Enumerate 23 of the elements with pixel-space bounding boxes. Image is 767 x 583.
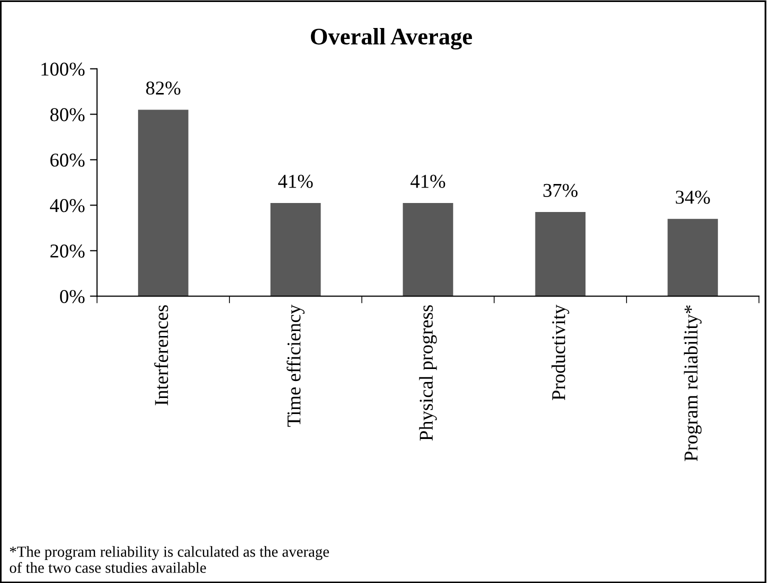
bar	[270, 202, 321, 296]
bar	[535, 212, 586, 296]
y-tick-label: 0%	[60, 290, 85, 304]
x-tick-label: Interferences	[154, 305, 168, 406]
bar	[668, 218, 718, 296]
text: *The program reliability is calculated as the average of the two case studies available	[10, 546, 329, 573]
y-tick-label: 80%	[50, 108, 85, 122]
y-tick-label: 40%	[50, 199, 85, 212]
x-tick-label: Productivity	[552, 304, 570, 400]
y-tick-label: 20%	[50, 244, 85, 258]
x-tick-label: Time efficiency	[286, 304, 305, 427]
data-label: 37%	[543, 184, 578, 198]
bar	[402, 202, 454, 296]
data-label: 34%	[676, 190, 710, 204]
chart-title: Overall Average	[310, 28, 472, 50]
bar	[138, 110, 188, 296]
x-tick-label: Physical progress	[419, 305, 437, 441]
data-label: 41%	[278, 174, 313, 188]
y-tick-label: 60%	[50, 154, 85, 167]
x-tick-label: Program reliability*	[684, 305, 702, 462]
data-label: 82%	[146, 82, 180, 95]
data-label: 41%	[410, 174, 446, 188]
y-tick-label: 100%	[42, 62, 85, 76]
